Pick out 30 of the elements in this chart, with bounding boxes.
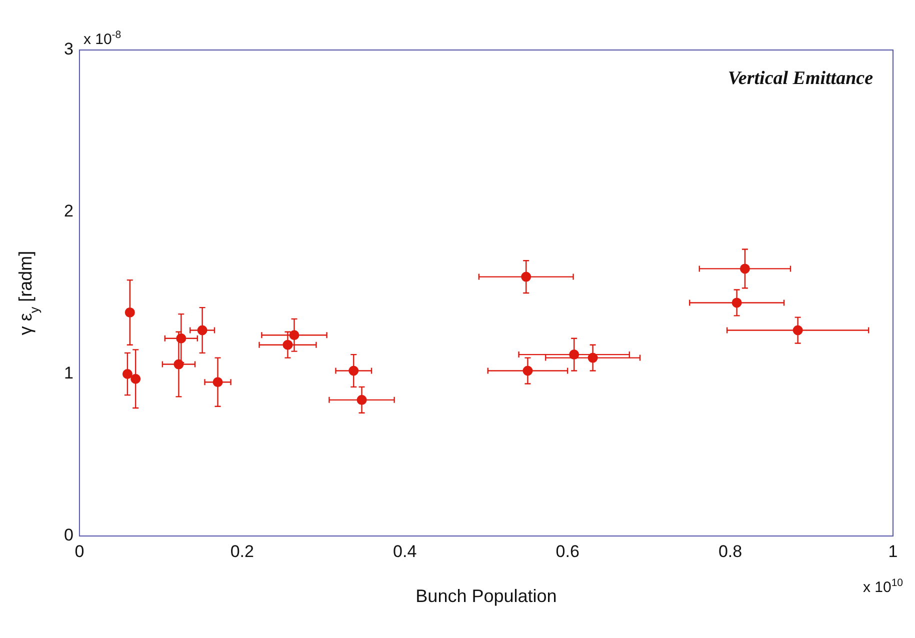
y-axis-title: γ εy [radm] [15, 250, 42, 336]
point [348, 366, 359, 376]
point [792, 325, 803, 336]
point [282, 340, 293, 350]
point [130, 374, 141, 384]
point [740, 264, 750, 274]
y-tick-label: 1 [64, 364, 74, 383]
point [289, 330, 300, 340]
x-tick-label: 0.6 [556, 542, 580, 561]
point [122, 369, 132, 379]
point [176, 333, 186, 344]
point [124, 307, 135, 318]
y-tick-label: 2 [64, 202, 74, 221]
point [522, 366, 533, 376]
x-tick-label: 0.4 [393, 542, 417, 561]
point [197, 325, 208, 336]
point [356, 394, 367, 405]
y-tick-label: 3 [64, 40, 74, 59]
x-tick-label: 0.8 [718, 542, 742, 561]
point [732, 298, 742, 308]
x-tick-label: 0.2 [230, 542, 254, 561]
y-tick-label: 0 [64, 526, 74, 545]
point [212, 377, 223, 388]
point [569, 350, 580, 360]
point [588, 352, 598, 363]
x-tick-label: 1 [888, 542, 898, 561]
x-axis-title: Bunch Population [416, 586, 557, 606]
point [521, 272, 532, 282]
point [174, 359, 184, 370]
annotation: Vertical Emittance [728, 68, 874, 89]
